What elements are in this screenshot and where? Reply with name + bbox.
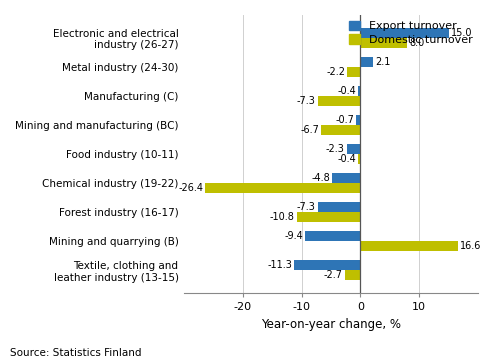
Text: -2.2: -2.2 xyxy=(326,67,346,77)
Legend: Export turnover, Domestic turnover: Export turnover, Domestic turnover xyxy=(349,21,472,45)
Bar xyxy=(345,270,360,280)
Text: -10.8: -10.8 xyxy=(270,212,295,222)
Text: 8.0: 8.0 xyxy=(410,38,425,48)
Text: -26.4: -26.4 xyxy=(178,183,203,193)
Bar xyxy=(360,241,458,251)
Bar xyxy=(205,183,360,193)
Bar xyxy=(297,212,360,222)
Text: -11.3: -11.3 xyxy=(267,260,292,270)
Bar xyxy=(317,96,360,106)
Bar xyxy=(332,173,360,183)
Text: -0.7: -0.7 xyxy=(335,115,354,125)
Text: -0.4: -0.4 xyxy=(337,86,356,96)
Bar xyxy=(360,57,373,67)
Bar xyxy=(347,144,360,154)
Text: -4.8: -4.8 xyxy=(312,173,330,183)
Bar xyxy=(360,28,449,38)
Bar xyxy=(356,115,360,125)
Bar xyxy=(321,125,360,135)
X-axis label: Year-on-year change, %: Year-on-year change, % xyxy=(261,318,401,330)
Bar xyxy=(317,202,360,212)
Text: -2.3: -2.3 xyxy=(326,144,345,154)
Text: 2.1: 2.1 xyxy=(375,57,390,67)
Bar xyxy=(305,231,360,241)
Bar xyxy=(360,38,407,48)
Text: -9.4: -9.4 xyxy=(284,231,303,241)
Bar xyxy=(294,260,360,270)
Text: Source: Statistics Finland: Source: Statistics Finland xyxy=(10,348,141,358)
Text: -7.3: -7.3 xyxy=(297,96,316,106)
Text: -0.4: -0.4 xyxy=(337,154,356,164)
Text: 15.0: 15.0 xyxy=(451,28,472,38)
Text: -2.7: -2.7 xyxy=(323,270,343,280)
Bar xyxy=(358,86,360,96)
Text: -7.3: -7.3 xyxy=(297,202,316,212)
Bar xyxy=(358,154,360,164)
Text: -6.7: -6.7 xyxy=(300,125,319,135)
Text: 16.6: 16.6 xyxy=(460,241,482,251)
Bar xyxy=(348,67,360,77)
